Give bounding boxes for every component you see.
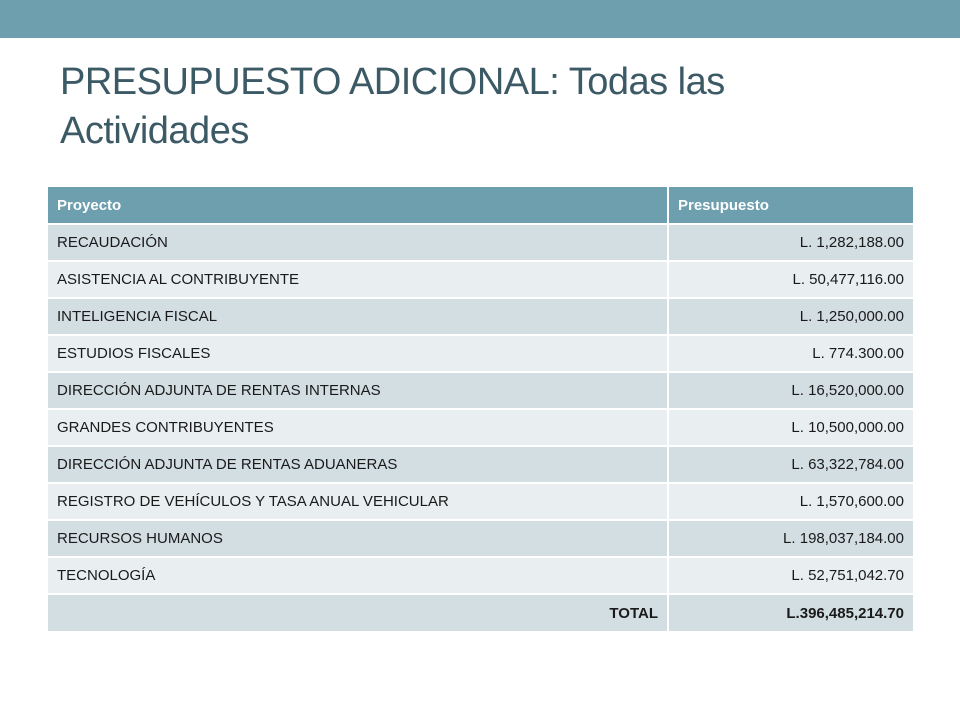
table-row: REGISTRO DE VEHÍCULOS Y TASA ANUAL VEHIC…	[48, 482, 913, 520]
total-label: TOTAL	[48, 593, 668, 631]
budget-cell: L. 198,037,184.00	[667, 519, 913, 557]
project-cell: REGISTRO DE VEHÍCULOS Y TASA ANUAL VEHIC…	[48, 482, 668, 520]
project-cell: INTELIGENCIA FISCAL	[48, 297, 668, 335]
budget-cell: L. 1,282,188.00	[667, 223, 913, 261]
project-cell: DIRECCIÓN ADJUNTA DE RENTAS INTERNAS	[48, 371, 668, 409]
table-row: RECAUDACIÓN L. 1,282,188.00	[48, 223, 913, 261]
project-cell: ASISTENCIA AL CONTRIBUYENTE	[48, 260, 668, 298]
budget-cell: L. 1,570,600.00	[667, 482, 913, 520]
total-value: L.396,485,214.70	[667, 593, 913, 631]
budget-cell: L. 52,751,042.70	[667, 556, 913, 594]
table-row: RECURSOS HUMANOS L. 198,037,184.00	[48, 519, 913, 557]
table-row: ESTUDIOS FISCALES L. 774.300.00	[48, 334, 913, 372]
total-row: TOTAL L.396,485,214.70	[48, 593, 913, 631]
project-cell: TECNOLOGÍA	[48, 556, 668, 594]
project-cell: RECAUDACIÓN	[48, 223, 668, 261]
project-cell: DIRECCIÓN ADJUNTA DE RENTAS ADUANERAS	[48, 445, 668, 483]
budget-cell: L. 10,500,000.00	[667, 408, 913, 446]
table-row: DIRECCIÓN ADJUNTA DE RENTAS INTERNAS L. …	[48, 371, 913, 409]
table-row: GRANDES CONTRIBUYENTES L. 10,500,000.00	[48, 408, 913, 446]
table-header-row: Proyecto Presupuesto	[48, 187, 913, 224]
project-cell: ESTUDIOS FISCALES	[48, 334, 668, 372]
header-project: Proyecto	[48, 187, 668, 224]
budget-table: Proyecto Presupuesto RECAUDACIÓN L. 1,28…	[48, 187, 913, 631]
budget-cell: L. 774.300.00	[667, 334, 913, 372]
table-row: TECNOLOGÍA L. 52,751,042.70	[48, 556, 913, 594]
budget-cell: L. 1,250,000.00	[667, 297, 913, 335]
table-row: ASISTENCIA AL CONTRIBUYENTE L. 50,477,11…	[48, 260, 913, 298]
project-cell: GRANDES CONTRIBUYENTES	[48, 408, 668, 446]
table-row: INTELIGENCIA FISCAL L. 1,250,000.00	[48, 297, 913, 335]
header-budget: Presupuesto	[667, 187, 913, 224]
project-cell: RECURSOS HUMANOS	[48, 519, 668, 557]
slide-title: PRESUPUESTO ADICIONAL: Todas las Activid…	[60, 61, 725, 152]
budget-cell: L. 50,477,116.00	[667, 260, 913, 298]
budget-cell: L. 63,322,784.00	[667, 445, 913, 483]
table-row: DIRECCIÓN ADJUNTA DE RENTAS ADUANERAS L.…	[48, 445, 913, 483]
budget-cell: L. 16,520,000.00	[667, 371, 913, 409]
top-accent-bar	[0, 0, 960, 38]
